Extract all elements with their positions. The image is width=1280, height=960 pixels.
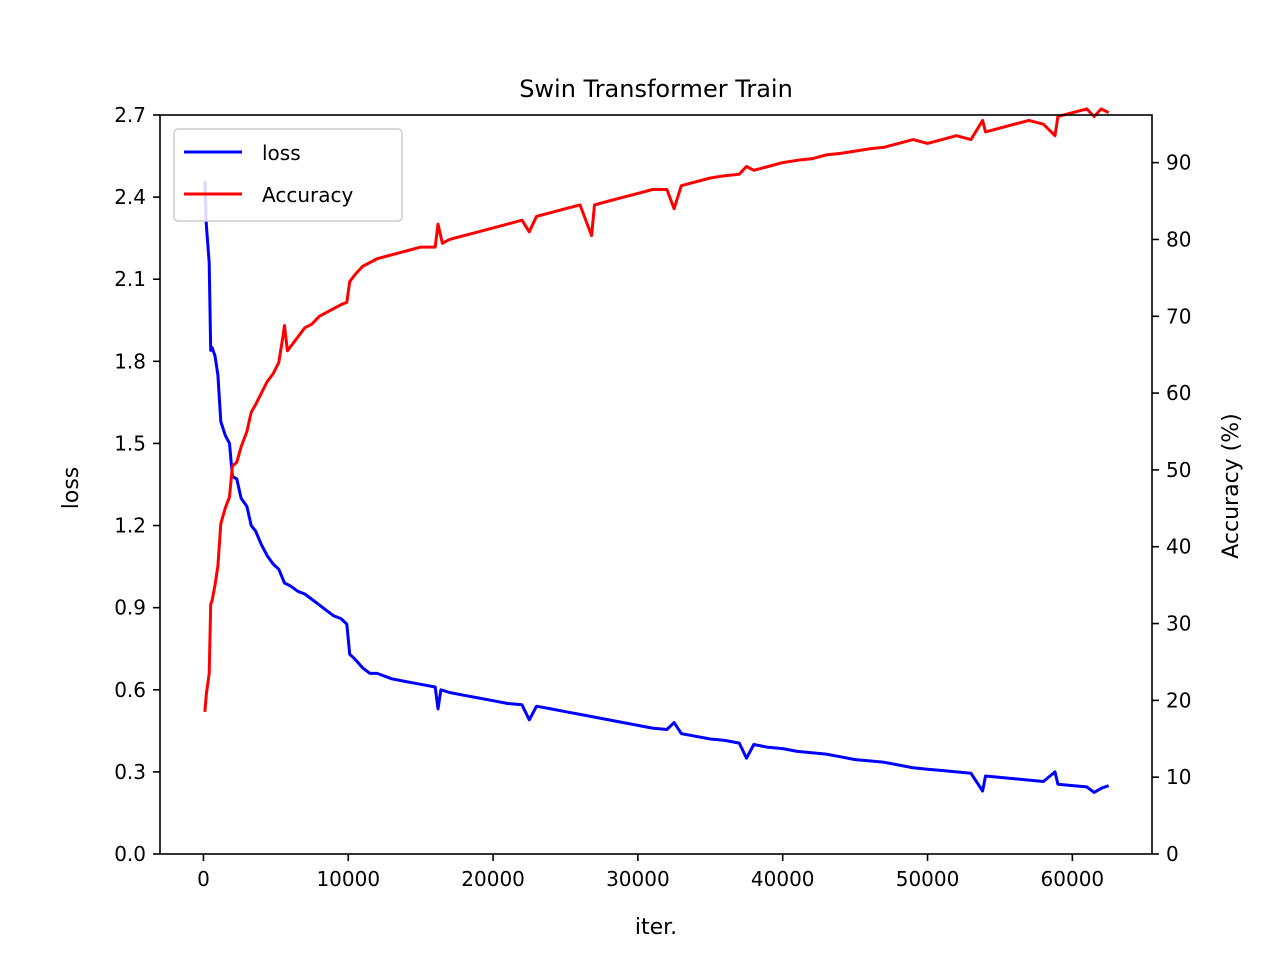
right-tick-label: 40 xyxy=(1166,535,1191,559)
x-tick-label: 50000 xyxy=(896,867,960,891)
accuracy-series-line xyxy=(203,107,1110,713)
left-axis-label: loss xyxy=(59,467,84,510)
left-tick-label: 0.6 xyxy=(114,678,146,702)
left-tick-label: 2.7 xyxy=(114,103,146,127)
loss-series-line xyxy=(203,180,1110,794)
right-tick-label: 80 xyxy=(1166,227,1191,251)
right-tick-label: 30 xyxy=(1166,612,1191,636)
left-tick-label: 0.0 xyxy=(114,842,146,866)
x-tick-label: 20000 xyxy=(461,867,525,891)
left-tick-label: 2.4 xyxy=(114,185,146,209)
right-tick-label: 60 xyxy=(1166,381,1191,405)
left-tick-label: 1.5 xyxy=(114,431,146,455)
left-axis-ticks: 0.0 0.3 0.6 0.9 1.2 1.5 1.8 2.1 2.4 2.7 xyxy=(114,103,160,866)
plot-frame xyxy=(159,114,1153,855)
right-tick-label: 20 xyxy=(1166,688,1191,712)
x-tick-label: 10000 xyxy=(316,867,380,891)
right-tick-label: 10 xyxy=(1166,765,1191,789)
chart-title: Swin Transformer Train xyxy=(519,75,793,103)
x-tick-label: 30000 xyxy=(606,867,670,891)
right-tick-label: 50 xyxy=(1166,458,1191,482)
right-tick-label: 90 xyxy=(1166,151,1191,175)
x-axis-label: iter. xyxy=(635,915,677,940)
right-axis-ticks: 0 10 20 30 40 50 60 70 80 90 xyxy=(1152,151,1191,866)
left-tick-label: 0.9 xyxy=(114,596,146,620)
left-tick-label: 0.3 xyxy=(114,760,146,784)
right-axis-label: Accuracy (%) xyxy=(1219,413,1244,559)
legend-label-accuracy: Accuracy xyxy=(262,183,353,207)
x-tick-label: 40000 xyxy=(751,867,815,891)
x-tick-label: 60000 xyxy=(1041,867,1105,891)
left-tick-label: 1.8 xyxy=(114,349,146,373)
x-tick-label: 0 xyxy=(197,867,210,891)
right-tick-label: 70 xyxy=(1166,304,1191,328)
right-tick-label: 0 xyxy=(1166,842,1179,866)
legend-label-loss: loss xyxy=(262,141,301,165)
legend: loss Accuracy xyxy=(173,128,403,222)
left-tick-label: 2.1 xyxy=(114,267,146,291)
x-axis-ticks: 0 10000 20000 30000 40000 50000 60000 xyxy=(197,854,1104,891)
left-tick-label: 1.2 xyxy=(114,514,146,538)
